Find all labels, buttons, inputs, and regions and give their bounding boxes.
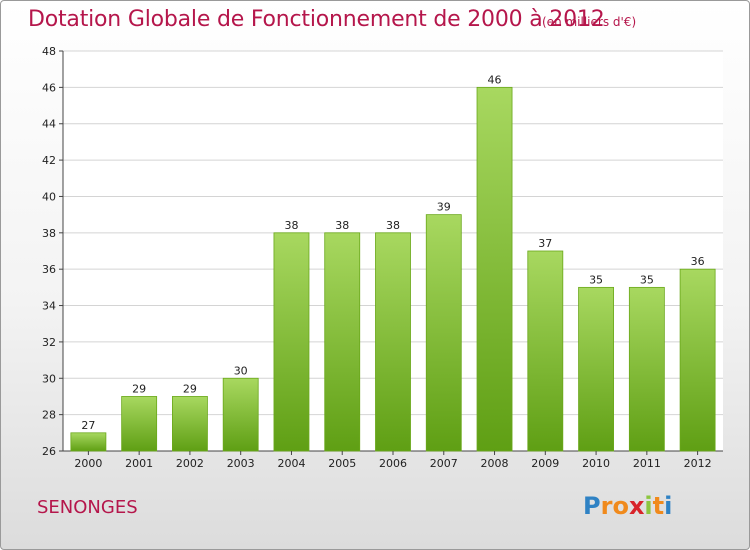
chart-subtitle: (en milliers d'€): [542, 15, 637, 29]
x-tick-label-2010: 2010: [582, 457, 610, 470]
y-tick-label: 28: [42, 409, 56, 422]
data-label-2008: 46: [488, 73, 502, 86]
bar-2000: [70, 432, 107, 452]
bar-2007: [425, 214, 462, 452]
logo-letter: i: [664, 492, 673, 520]
chart-title: Dotation Globale de Fonctionnement de 20…: [28, 7, 605, 32]
logo-letter: o: [612, 492, 629, 520]
y-tick-label: 30: [42, 372, 56, 385]
bar-2005: [324, 232, 361, 452]
data-label-2004: 38: [284, 219, 298, 232]
y-tick-label: 26: [42, 445, 56, 458]
data-label-2012: 36: [691, 255, 705, 268]
x-tick-label-2011: 2011: [633, 457, 661, 470]
y-tick-label: 42: [42, 154, 56, 167]
place-name: SENONGES: [37, 497, 138, 518]
data-label-2000: 27: [81, 419, 95, 432]
bar-2010: [578, 286, 614, 452]
logo-letter: i: [644, 492, 653, 520]
data-label-2001: 29: [132, 382, 146, 395]
data-label-2011: 35: [640, 273, 654, 286]
x-tick-label-2003: 2003: [227, 457, 255, 470]
data-label-2002: 29: [183, 382, 197, 395]
proxiti-logo: Proxiti: [583, 492, 672, 520]
x-tick-label-2009: 2009: [531, 457, 559, 470]
logo-letter: r: [600, 492, 613, 520]
logo-letter: t: [652, 492, 665, 520]
y-tick-label: 32: [42, 336, 56, 349]
bar-2012: [679, 268, 716, 452]
data-label-2010: 35: [589, 273, 603, 286]
data-label-2006: 38: [386, 219, 400, 232]
data-label-2007: 39: [437, 201, 451, 214]
x-tick-label-2000: 2000: [74, 457, 102, 470]
bar-2001: [121, 396, 158, 452]
bar-2011: [628, 286, 665, 452]
x-tick-label-2005: 2005: [328, 457, 356, 470]
bar-2006: [375, 232, 411, 452]
y-tick-label: 48: [42, 45, 56, 58]
data-label-2009: 37: [538, 237, 552, 250]
x-tick-label-2004: 2004: [277, 457, 305, 470]
x-tick-label-2012: 2012: [684, 457, 712, 470]
data-label-2005: 38: [335, 219, 349, 232]
y-tick-label: 38: [42, 227, 56, 240]
bar-2003: [222, 377, 259, 452]
x-tick-label-2007: 2007: [430, 457, 458, 470]
bar-2009: [527, 250, 564, 452]
x-tick-label-2002: 2002: [176, 457, 204, 470]
logo-letter: x: [628, 492, 645, 520]
bar-2008: [476, 86, 513, 452]
x-tick-label-2001: 2001: [125, 457, 153, 470]
logo-letter: P: [583, 492, 601, 520]
data-label-2003: 30: [234, 364, 248, 377]
y-tick-label: 36: [42, 263, 56, 276]
y-tick-label: 44: [42, 118, 56, 131]
bar-2002: [172, 396, 208, 452]
x-tick-label-2006: 2006: [379, 457, 407, 470]
x-tick-label-2008: 2008: [481, 457, 509, 470]
y-tick-label: 34: [42, 300, 56, 313]
y-tick-label: 46: [42, 81, 56, 94]
bar-2004: [273, 232, 310, 452]
y-tick-label: 40: [42, 190, 56, 203]
